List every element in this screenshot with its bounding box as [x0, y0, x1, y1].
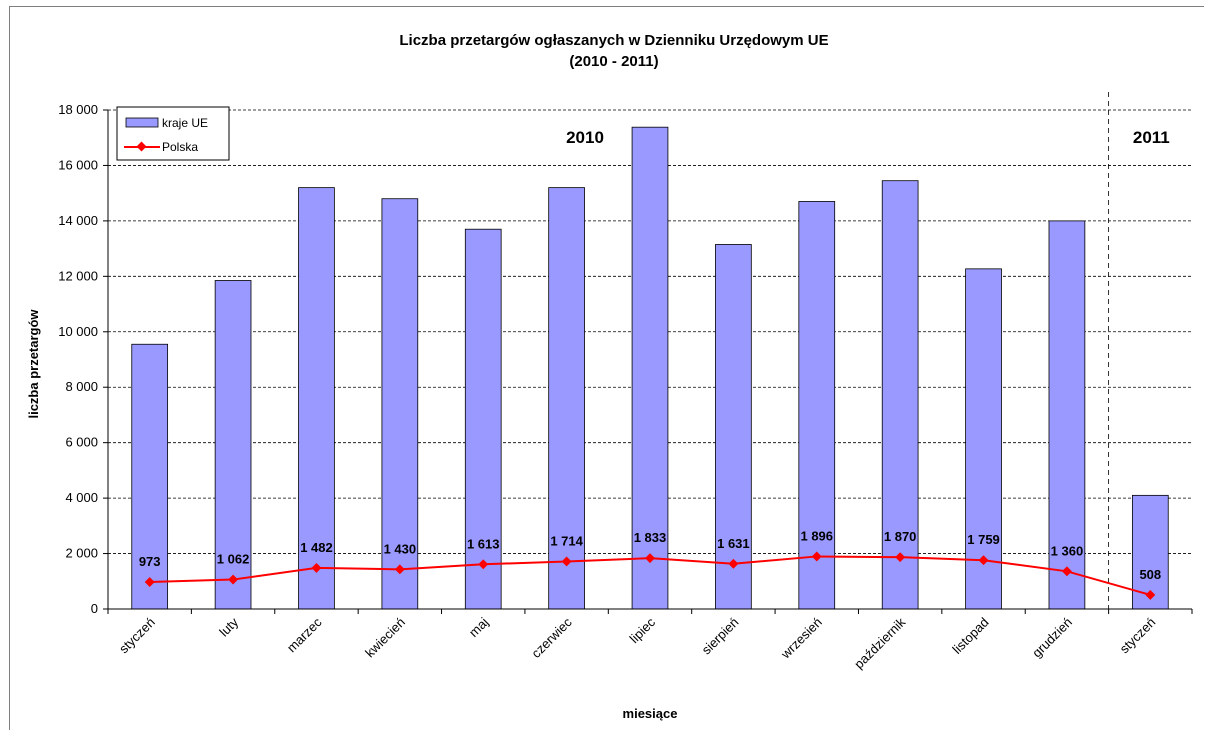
- x-tick-label-11: grudzień: [1029, 615, 1075, 661]
- x-tick-label-9: październik: [851, 614, 908, 671]
- x-tick-label-5: czerwiec: [528, 614, 575, 661]
- data-label-8: 1 896: [800, 528, 833, 543]
- x-tick-label-7: sierpień: [699, 615, 742, 658]
- line-marker-0: [144, 577, 155, 587]
- annotations: 2010 2011: [566, 128, 1170, 147]
- legend-label-line: Polska: [162, 140, 198, 154]
- y-tick-label-2: 4 000: [65, 490, 98, 505]
- data-label-0: 973: [139, 554, 161, 569]
- chart-subtitle: (2010 - 2011): [569, 53, 658, 70]
- data-label-1: 1 062: [217, 552, 250, 567]
- x-tick-label-3: kwiecień: [362, 615, 408, 661]
- bar-7: [715, 244, 752, 610]
- line-marker-6: [645, 553, 655, 564]
- x-axis-title: miesiące: [623, 706, 678, 721]
- x-tick-label-12: styczeń: [1117, 615, 1159, 657]
- x-tick-label-2: marzec: [284, 614, 325, 655]
- x-tick-label-8: wrzesień: [777, 615, 825, 663]
- line-marker-4: [478, 559, 489, 570]
- x-tick-label-10: listopad: [949, 615, 991, 657]
- bar-9: [881, 180, 919, 610]
- y-tick-label-4: 8 000: [65, 379, 98, 394]
- line-marker-12: [1145, 589, 1156, 600]
- data-label-3: 1 430: [384, 541, 417, 556]
- annotation-year-2011: 2011: [1133, 128, 1170, 147]
- line-marker-10: [978, 555, 989, 566]
- y-tick-label-7: 14 000: [58, 213, 98, 228]
- x-tick-label-6: lipiec: [627, 614, 659, 646]
- line-series: [144, 551, 1156, 600]
- chart-title: Liczba przetargów ogłaszanych w Dziennik…: [399, 32, 828, 49]
- x-tick-labels: styczeń luty marzec kwiecień maj czerwiec lipi…: [116, 614, 1158, 671]
- data-label-11: 1 360: [1051, 543, 1084, 558]
- bar-5: [548, 187, 585, 610]
- annotation-year-2010: 2010: [566, 128, 604, 147]
- data-label-7: 1 631: [717, 536, 750, 551]
- bar-4: [464, 228, 502, 610]
- data-label-10: 1 759: [967, 532, 1000, 547]
- bar-6: [631, 126, 669, 610]
- x-tick-label-4: maj: [466, 614, 491, 639]
- line-marker-1: [228, 574, 239, 585]
- data-labels: 973 1 062 1 482 1 430 1 613 1 714 1 833 1 631 1 …: [139, 528, 1161, 581]
- legend-swatch-bar: [125, 117, 159, 128]
- legend-label-bar: kraje UE: [162, 116, 208, 130]
- line-marker-2: [311, 562, 322, 573]
- data-label-9: 1 870: [884, 529, 917, 544]
- line-marker-3: [394, 564, 405, 575]
- line-marker-5: [561, 556, 572, 567]
- legend-box: [116, 106, 230, 161]
- line-marker-8: [811, 551, 822, 562]
- legend-swatch-marker: [136, 141, 147, 152]
- axes: [103, 109, 1193, 614]
- data-label-2: 1 482: [300, 540, 333, 555]
- data-label-6: 1 833: [634, 530, 667, 545]
- bar-11: [1048, 220, 1086, 610]
- y-tick-label-8: 16 000: [58, 157, 98, 172]
- bar-8: [798, 201, 836, 610]
- y-tick-label-9: 18 000: [58, 102, 98, 117]
- x-tick-label-1: luty: [216, 614, 241, 639]
- bar-2: [298, 187, 335, 610]
- data-label-5: 1 714: [550, 533, 583, 548]
- line-marker-7: [728, 558, 739, 569]
- bar-1: [214, 280, 252, 610]
- bar-series: [131, 126, 1169, 610]
- y-tick-labels: 0 2 000 4 000 6 000 8 000 10 000 12 000 14 000 1…: [58, 102, 98, 616]
- y-axis-title: liczba przetargów: [26, 309, 41, 419]
- data-label-12: 508: [1139, 567, 1161, 582]
- data-label-4: 1 613: [467, 536, 500, 551]
- y-tick-label-1: 2 000: [65, 546, 98, 561]
- y-tick-label-5: 10 000: [58, 324, 98, 339]
- y-tick-label-0: 0: [91, 601, 98, 616]
- bar-3: [381, 198, 419, 610]
- line-marker-11: [1061, 566, 1072, 577]
- legend: kraje UE Polska: [116, 106, 230, 161]
- bar-0: [131, 343, 169, 610]
- y-tick-label-3: 6 000: [65, 435, 98, 450]
- bar-10: [965, 268, 1002, 610]
- x-tick-label-0: styczeń: [116, 615, 158, 657]
- y-tick-label-6: 12 000: [58, 268, 98, 283]
- line-marker-9: [895, 552, 906, 563]
